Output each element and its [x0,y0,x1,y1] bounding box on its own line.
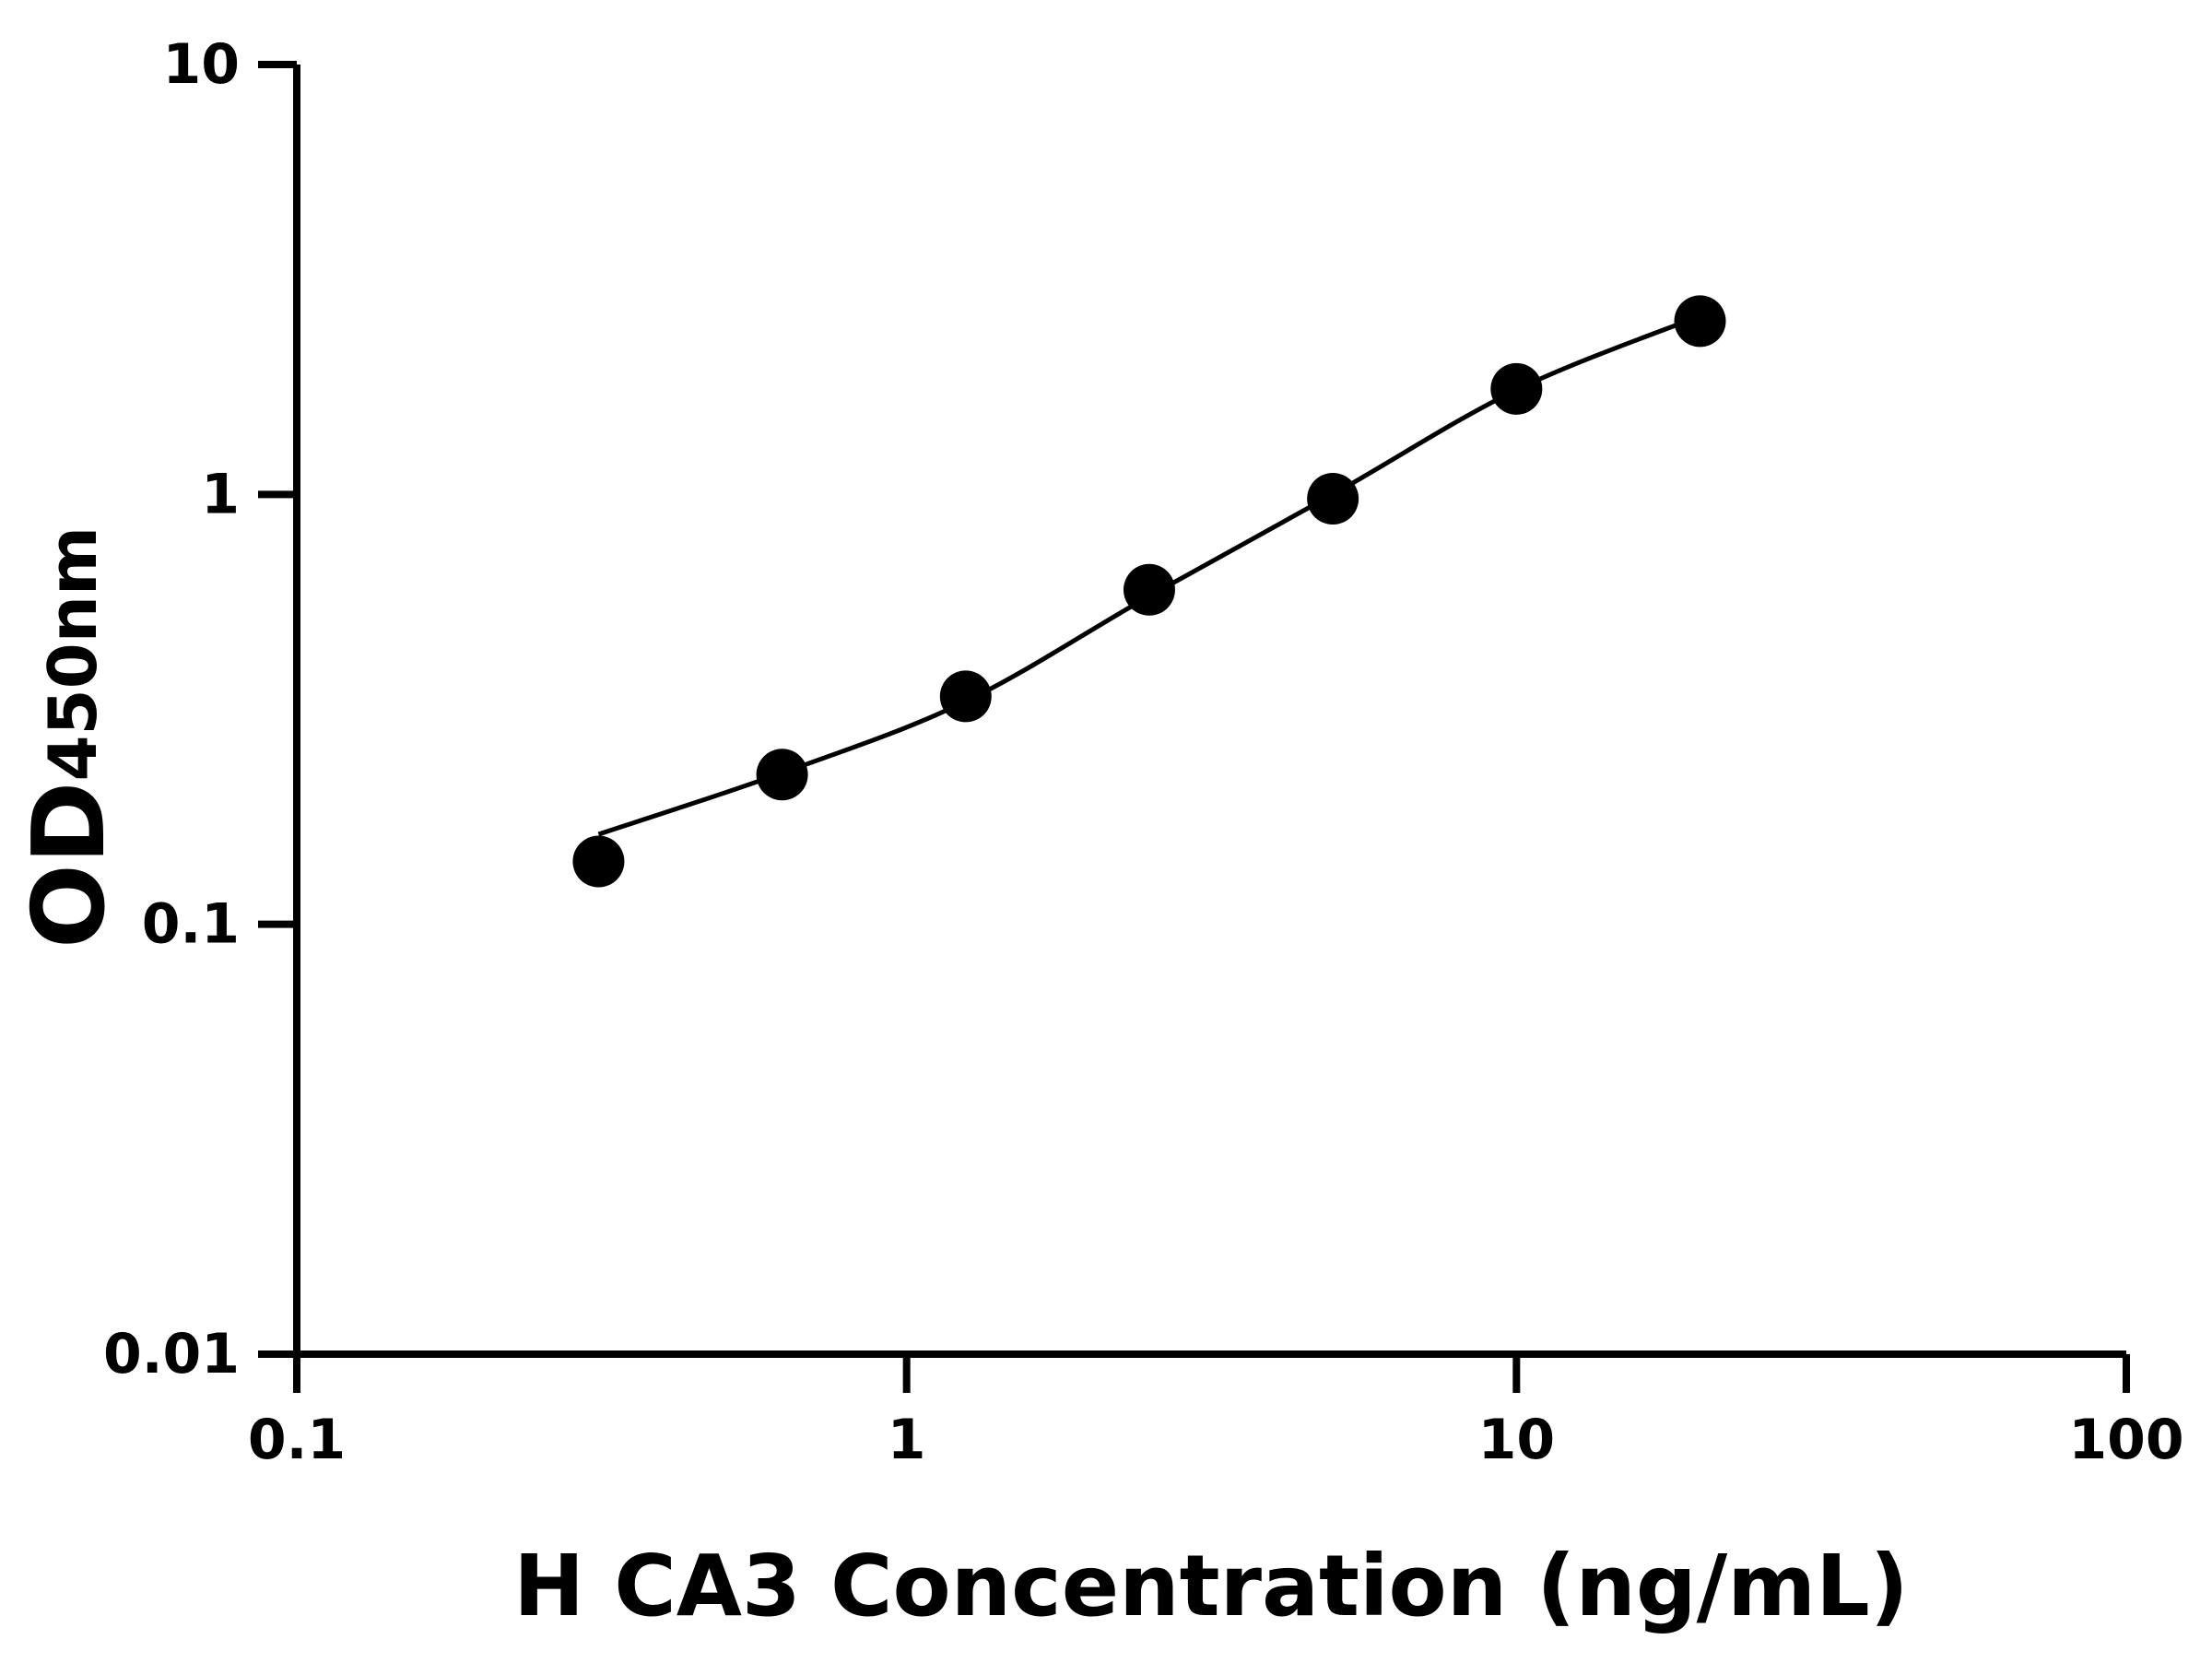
data-point [1307,473,1359,525]
y-axis-title-main: OD [12,782,127,949]
x-tick-label: 10 [1478,1408,1556,1472]
data-point [1674,295,1726,348]
x-tick-label: 0.1 [248,1408,346,1472]
y-axis-title: OD450nm [12,526,127,949]
x-tick-label: 100 [2068,1408,2183,1472]
fit-curve [597,313,1701,837]
y-tick-label: 10 [163,32,241,97]
y-axis-title-subscript: 450nm [34,526,112,782]
y-tick-label: 1 [201,462,240,526]
y-tick-label: 0.1 [142,892,240,957]
y-tick-label: 0.01 [103,1322,240,1386]
y-axis-title-group: OD450nm [12,526,127,949]
x-axis-title: H CA3 Concentration (ng/mL) [513,1537,1909,1635]
data-point [939,670,992,723]
x-tick-label: 1 [888,1408,926,1472]
data-point [572,835,625,888]
